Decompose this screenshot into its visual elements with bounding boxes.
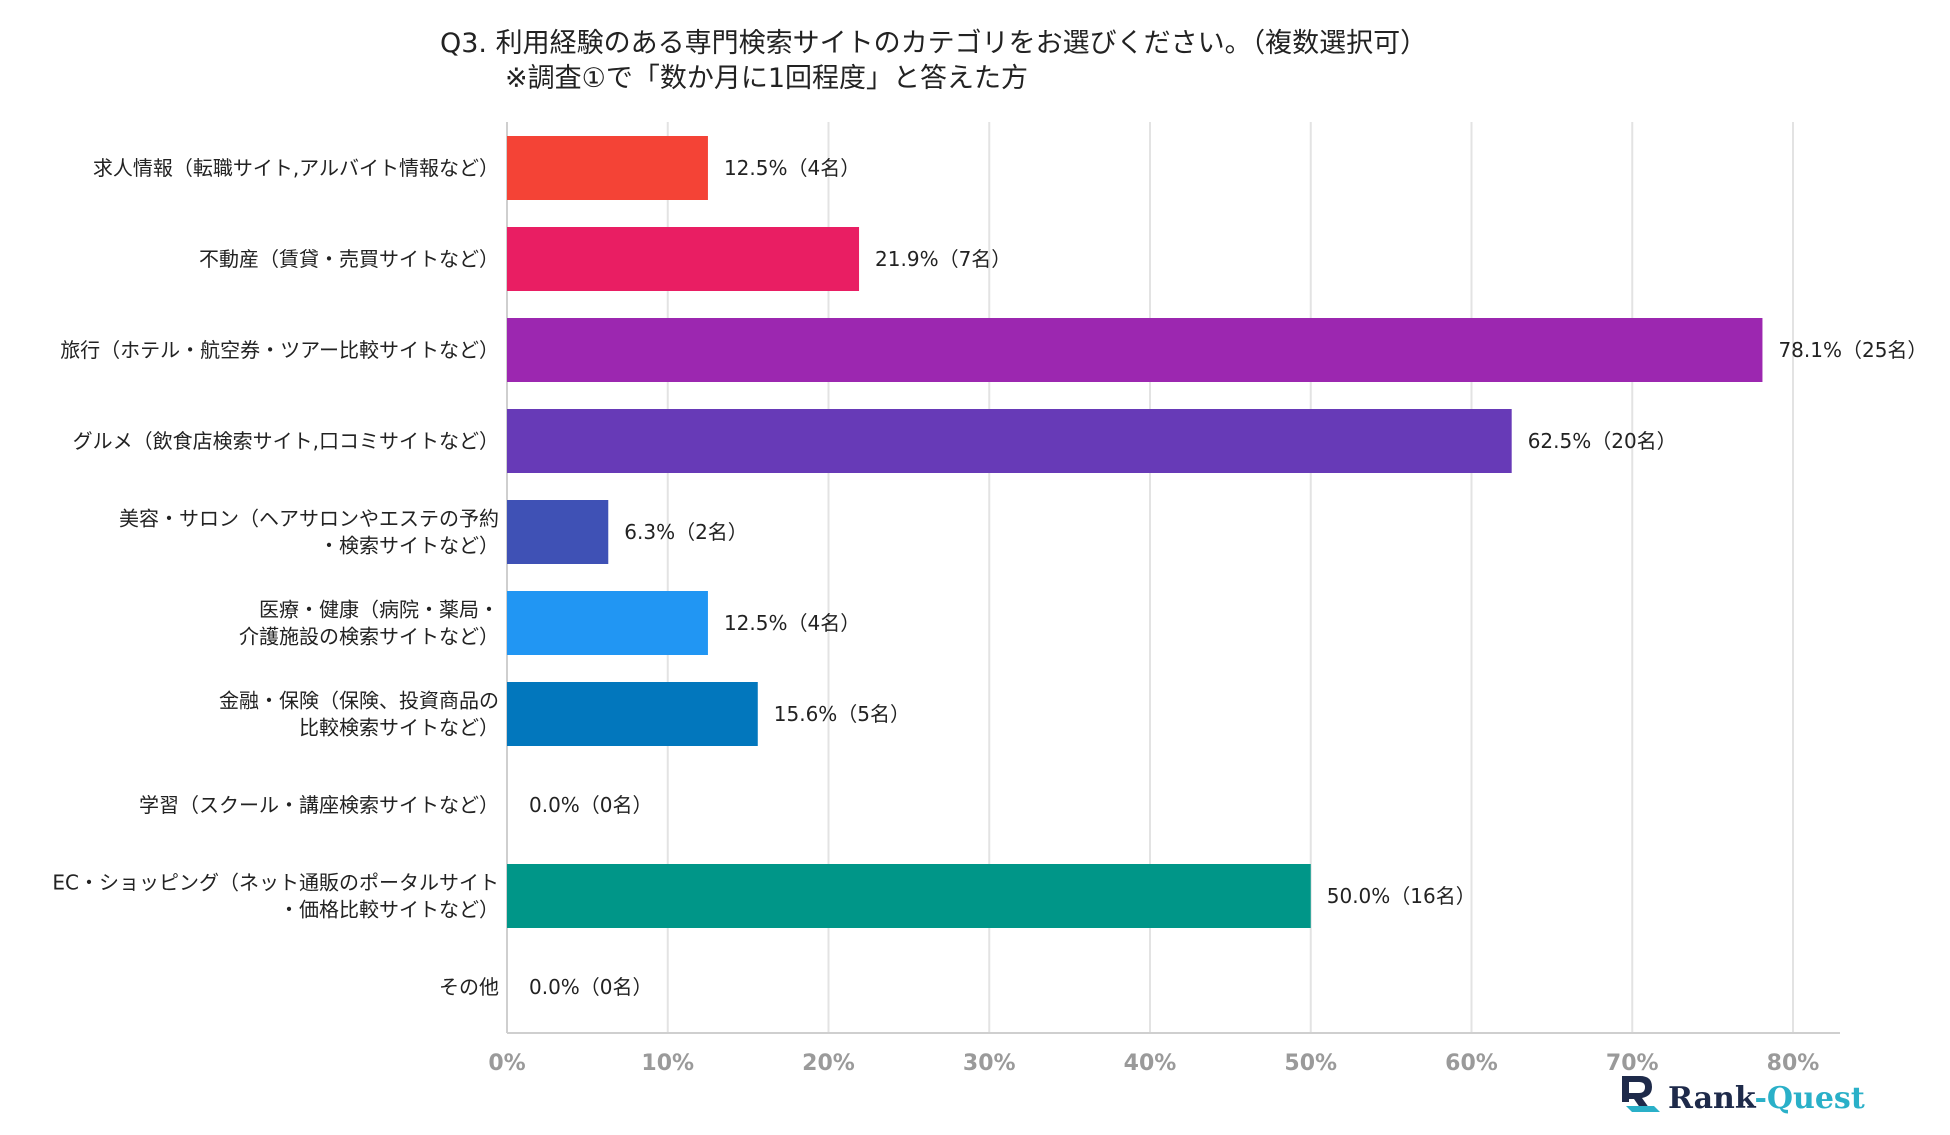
category-label: 介護施設の検索サイトなど） — [239, 625, 499, 649]
x-tick-label: 50% — [1284, 1051, 1337, 1076]
rank-quest-logo-text: Rank-Quest — [1668, 1081, 1865, 1116]
category-label: 美容・サロン（ヘアサロンやエステの予約 — [119, 507, 499, 531]
category-label: ・価格比較サイトなど） — [279, 898, 499, 922]
chart-subtitle: ※調査①で「数か月に1回程度」と答えた方 — [505, 63, 1028, 94]
category-label: 医療・健康（病院・薬局・ — [259, 598, 499, 622]
category-label: 旅行（ホテル・航空券・ツアー比較サイトなど） — [60, 338, 499, 362]
bars — [507, 136, 1763, 928]
data-labels: 12.5%（4名） 21.9%（7名） 78.1%（25名） 62.5%（20名） 6.… — [529, 156, 1927, 999]
bar — [507, 864, 1311, 928]
data-label: 78.1%（25名） — [1778, 338, 1927, 362]
bar — [507, 682, 758, 746]
bar — [507, 318, 1763, 382]
chart-title: Q3. 利用経験のある専門検索サイトのカテゴリをお選びください。（複数選択可） — [440, 28, 1427, 59]
bar — [507, 409, 1512, 473]
x-tick-label: 60% — [1445, 1051, 1498, 1076]
rank-quest-logo-icon — [1622, 1076, 1660, 1112]
data-label: 62.5%（20名） — [1528, 429, 1677, 453]
data-label: 12.5%（4名） — [724, 156, 860, 180]
category-label: EC・ショッピング（ネット通販のポータルサイト — [52, 871, 499, 895]
x-tick-label: 30% — [963, 1051, 1016, 1076]
bar — [507, 227, 860, 291]
category-label: 学習（スクール・講座検索サイトなど） — [139, 793, 499, 817]
category-label: ・検索サイトなど） — [319, 534, 499, 558]
bar — [507, 591, 708, 655]
category-label: 不動産（賃貸・売買サイトなど） — [199, 247, 499, 271]
data-label: 50.0%（16名） — [1327, 884, 1476, 908]
category-label: グルメ（飲食店検索サイト,口コミサイトなど） — [73, 429, 499, 453]
data-label: 21.9%（7名） — [875, 247, 1011, 271]
data-label: 6.3%（2名） — [624, 520, 748, 544]
data-label: 15.6%（5名） — [774, 702, 910, 726]
x-tick-label: 70% — [1606, 1051, 1659, 1076]
rank-quest-logo: Rank-Quest — [1622, 1076, 1865, 1116]
category-label: 金融・保険（保険、投資商品の — [219, 689, 499, 713]
category-labels: 求人情報（転職サイト,アルバイト情報など） 不動産（賃貸・売買サイトなど） 旅行（ホ… — [52, 156, 499, 999]
bar — [507, 136, 708, 200]
data-label: 0.0%（0名） — [529, 793, 653, 817]
category-label: 求人情報（転職サイト,アルバイト情報など） — [93, 156, 499, 180]
category-label: その他 — [439, 975, 499, 999]
data-label: 0.0%（0名） — [529, 975, 653, 999]
x-tick-label: 0% — [488, 1051, 525, 1076]
x-axis-ticks: 0% 10% 20% 30% 40% 50% 60% 70% 80% — [488, 1051, 1819, 1076]
bar — [507, 500, 609, 564]
x-tick-label: 20% — [802, 1051, 855, 1076]
data-label: 12.5%（4名） — [724, 611, 860, 635]
category-label: 比較検索サイトなど） — [299, 716, 499, 740]
x-tick-label: 40% — [1124, 1051, 1177, 1076]
x-tick-label: 10% — [641, 1051, 694, 1076]
x-tick-label: 80% — [1767, 1051, 1820, 1076]
